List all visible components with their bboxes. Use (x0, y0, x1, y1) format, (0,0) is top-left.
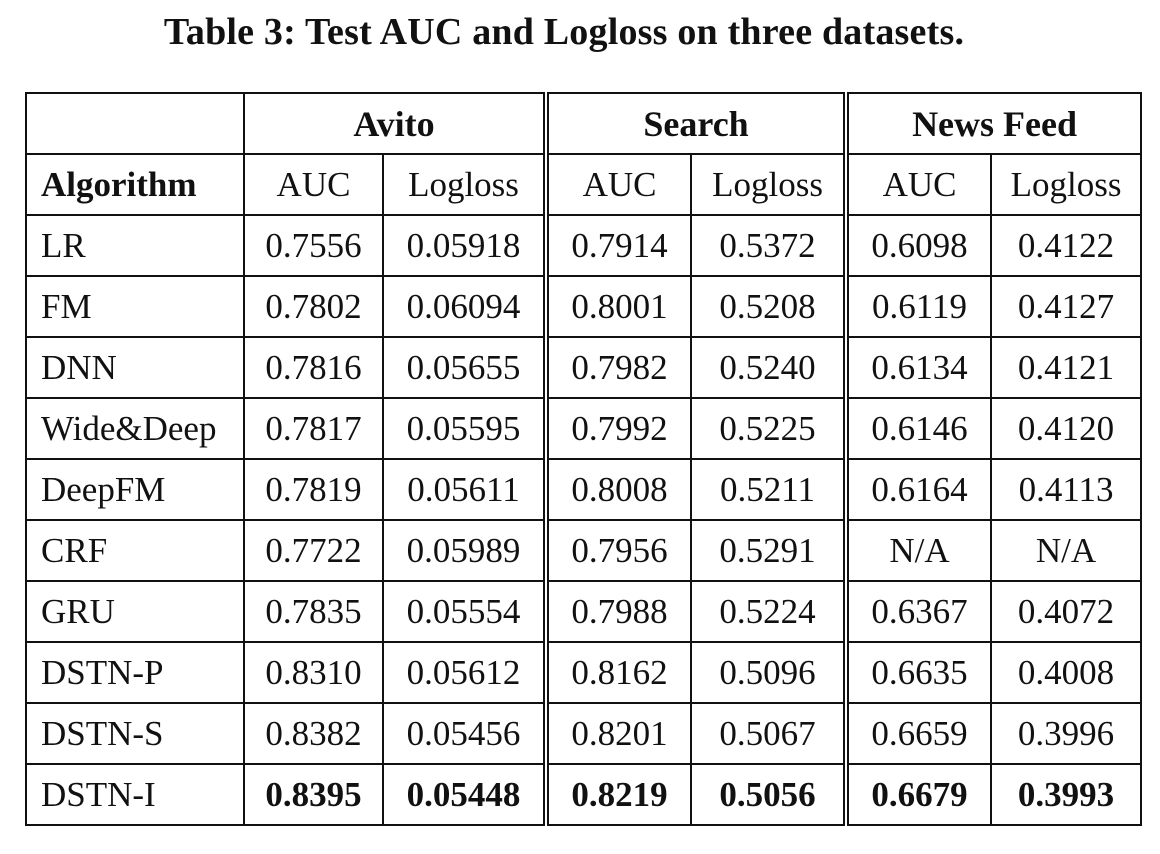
metric-value-cell: 0.4127 (990, 275, 1143, 338)
table-row: Wide&Deep 0.7817 0.05595 0.7992 0.5225 0.6146… (25, 397, 1143, 460)
metric-value-cell: 0.5372 (690, 214, 848, 277)
dataset-header-news-feed: News Feed (843, 92, 1143, 155)
metric-value-cell: 0.5211 (690, 458, 848, 521)
metric-value-cell: 0.8001 (543, 275, 693, 338)
algorithm-name-cell: LR (25, 214, 245, 277)
table-caption: Table 3: Test AUC and Logloss on three d… (163, 11, 965, 53)
metric-header: Logloss (690, 153, 848, 216)
metric-value-cell: 0.7835 (243, 580, 384, 643)
algorithm-name-cell: DSTN-I (25, 763, 245, 826)
metric-value-cell: 0.8219 (543, 763, 693, 826)
metric-value-cell: 0.5056 (690, 763, 848, 826)
metric-value-cell: N/A (990, 519, 1143, 582)
metric-value-cell: 0.4120 (990, 397, 1143, 460)
empty-header-cell (25, 92, 245, 155)
algorithm-name-cell: DeepFM (25, 458, 245, 521)
metric-value-cell: 0.3993 (990, 763, 1143, 826)
metric-value-cell: 0.7914 (543, 214, 693, 277)
metric-value-cell: 0.4121 (990, 336, 1143, 399)
metric-value-cell: 0.6659 (843, 702, 993, 765)
table-row: DNN 0.7816 0.05655 0.7982 0.5240 0.6134 0.4121 (25, 336, 1143, 399)
metric-header: AUC (543, 153, 693, 216)
metric-value-cell: 0.05595 (381, 397, 548, 460)
algorithm-name-cell: Wide&Deep (25, 397, 245, 460)
algorithm-name-cell: DNN (25, 336, 245, 399)
metric-header: AUC (843, 153, 993, 216)
metric-value-cell: 0.7956 (543, 519, 693, 582)
metric-value-cell: 0.5224 (690, 580, 848, 643)
metric-value-cell: 0.6679 (843, 763, 993, 826)
metric-value-cell: 0.8382 (243, 702, 384, 765)
metric-value-cell: 0.5067 (690, 702, 848, 765)
metric-value-cell: 0.5291 (690, 519, 848, 582)
algorithm-column-header: Algorithm (25, 153, 245, 216)
metric-value-cell: 0.05456 (381, 702, 548, 765)
metric-header: Logloss (381, 153, 548, 216)
metric-value-cell: 0.3996 (990, 702, 1143, 765)
metric-value-cell: 0.05989 (381, 519, 548, 582)
metric-value-cell: 0.7992 (543, 397, 693, 460)
metric-value-cell: 0.6635 (843, 641, 993, 704)
metric-value-cell: 0.5240 (690, 336, 848, 399)
metric-value-cell: 0.7556 (243, 214, 384, 277)
metric-value-cell: 0.4113 (990, 458, 1143, 521)
table-body: LR 0.7556 0.05918 0.7914 0.5372 0.6098 0.4122 F… (25, 214, 1143, 826)
metric-value-cell: 0.7988 (543, 580, 693, 643)
metric-value-cell: 0.6164 (843, 458, 993, 521)
metric-value-cell: 0.05611 (381, 458, 548, 521)
metric-value-cell: 0.05448 (381, 763, 548, 826)
metric-value-cell: 0.6146 (843, 397, 993, 460)
metric-value-cell: 0.05918 (381, 214, 548, 277)
metric-value-cell: 0.05612 (381, 641, 548, 704)
results-table: Avito Search News Feed Algorithm AUC Log… (25, 92, 1143, 826)
table-row: LR 0.7556 0.05918 0.7914 0.5372 0.6098 0.4122 (25, 214, 1143, 277)
metric-value-cell: 0.8162 (543, 641, 693, 704)
algorithm-name-cell: FM (25, 275, 245, 338)
metric-value-cell: 0.6367 (843, 580, 993, 643)
algorithm-name-cell: CRF (25, 519, 245, 582)
metric-header: Logloss (990, 153, 1143, 216)
metric-value-cell: 0.6098 (843, 214, 993, 277)
table-row: FM 0.7802 0.06094 0.8001 0.5208 0.6119 0.4127 (25, 275, 1143, 338)
metric-value-cell: 0.05554 (381, 580, 548, 643)
metric-value-cell: 0.8395 (243, 763, 384, 826)
metric-value-cell: N/A (843, 519, 993, 582)
metric-value-cell: 0.4122 (990, 214, 1143, 277)
metric-value-cell: 0.5225 (690, 397, 848, 460)
table-row: DSTN-I 0.8395 0.05448 0.8219 0.5056 0.6679 0.3… (25, 763, 1143, 826)
table-row: CRF 0.7722 0.05989 0.7956 0.5291 N/A N/A (25, 519, 1143, 582)
metric-value-cell: 0.8201 (543, 702, 693, 765)
dataset-header-search: Search (543, 92, 848, 155)
metric-header-row: Algorithm AUC Logloss AUC Logloss AUC Lo… (25, 153, 1143, 216)
metric-header: AUC (243, 153, 384, 216)
metric-value-cell: 0.8310 (243, 641, 384, 704)
metric-value-cell: 0.7982 (543, 336, 693, 399)
metric-value-cell: 0.4072 (990, 580, 1143, 643)
metric-value-cell: 0.7722 (243, 519, 384, 582)
metric-value-cell: 0.8008 (543, 458, 693, 521)
metric-value-cell: 0.6119 (843, 275, 993, 338)
algorithm-name-cell: GRU (25, 580, 245, 643)
table-row: DSTN-S 0.8382 0.05456 0.8201 0.5067 0.6659 0.3… (25, 702, 1143, 765)
table-row: DeepFM 0.7819 0.05611 0.8008 0.5211 0.6164 0.4… (25, 458, 1143, 521)
metric-value-cell: 0.4008 (990, 641, 1143, 704)
metric-value-cell: 0.7802 (243, 275, 384, 338)
metric-value-cell: 0.05655 (381, 336, 548, 399)
metric-value-cell: 0.7816 (243, 336, 384, 399)
metric-value-cell: 0.6134 (843, 336, 993, 399)
metric-value-cell: 0.7817 (243, 397, 384, 460)
metric-value-cell: 0.06094 (381, 275, 548, 338)
metric-value-cell: 0.5096 (690, 641, 848, 704)
metric-value-cell: 0.5208 (690, 275, 848, 338)
table-row: DSTN-P 0.8310 0.05612 0.8162 0.5096 0.6635 0.4… (25, 641, 1143, 704)
dataset-header-avito: Avito (242, 92, 548, 155)
dataset-header-row: Avito Search News Feed (25, 92, 1143, 155)
algorithm-name-cell: DSTN-S (25, 702, 245, 765)
algorithm-name-cell: DSTN-P (25, 641, 245, 704)
metric-value-cell: 0.7819 (243, 458, 384, 521)
table-row: GRU 0.7835 0.05554 0.7988 0.5224 0.6367 0.4072 (25, 580, 1143, 643)
